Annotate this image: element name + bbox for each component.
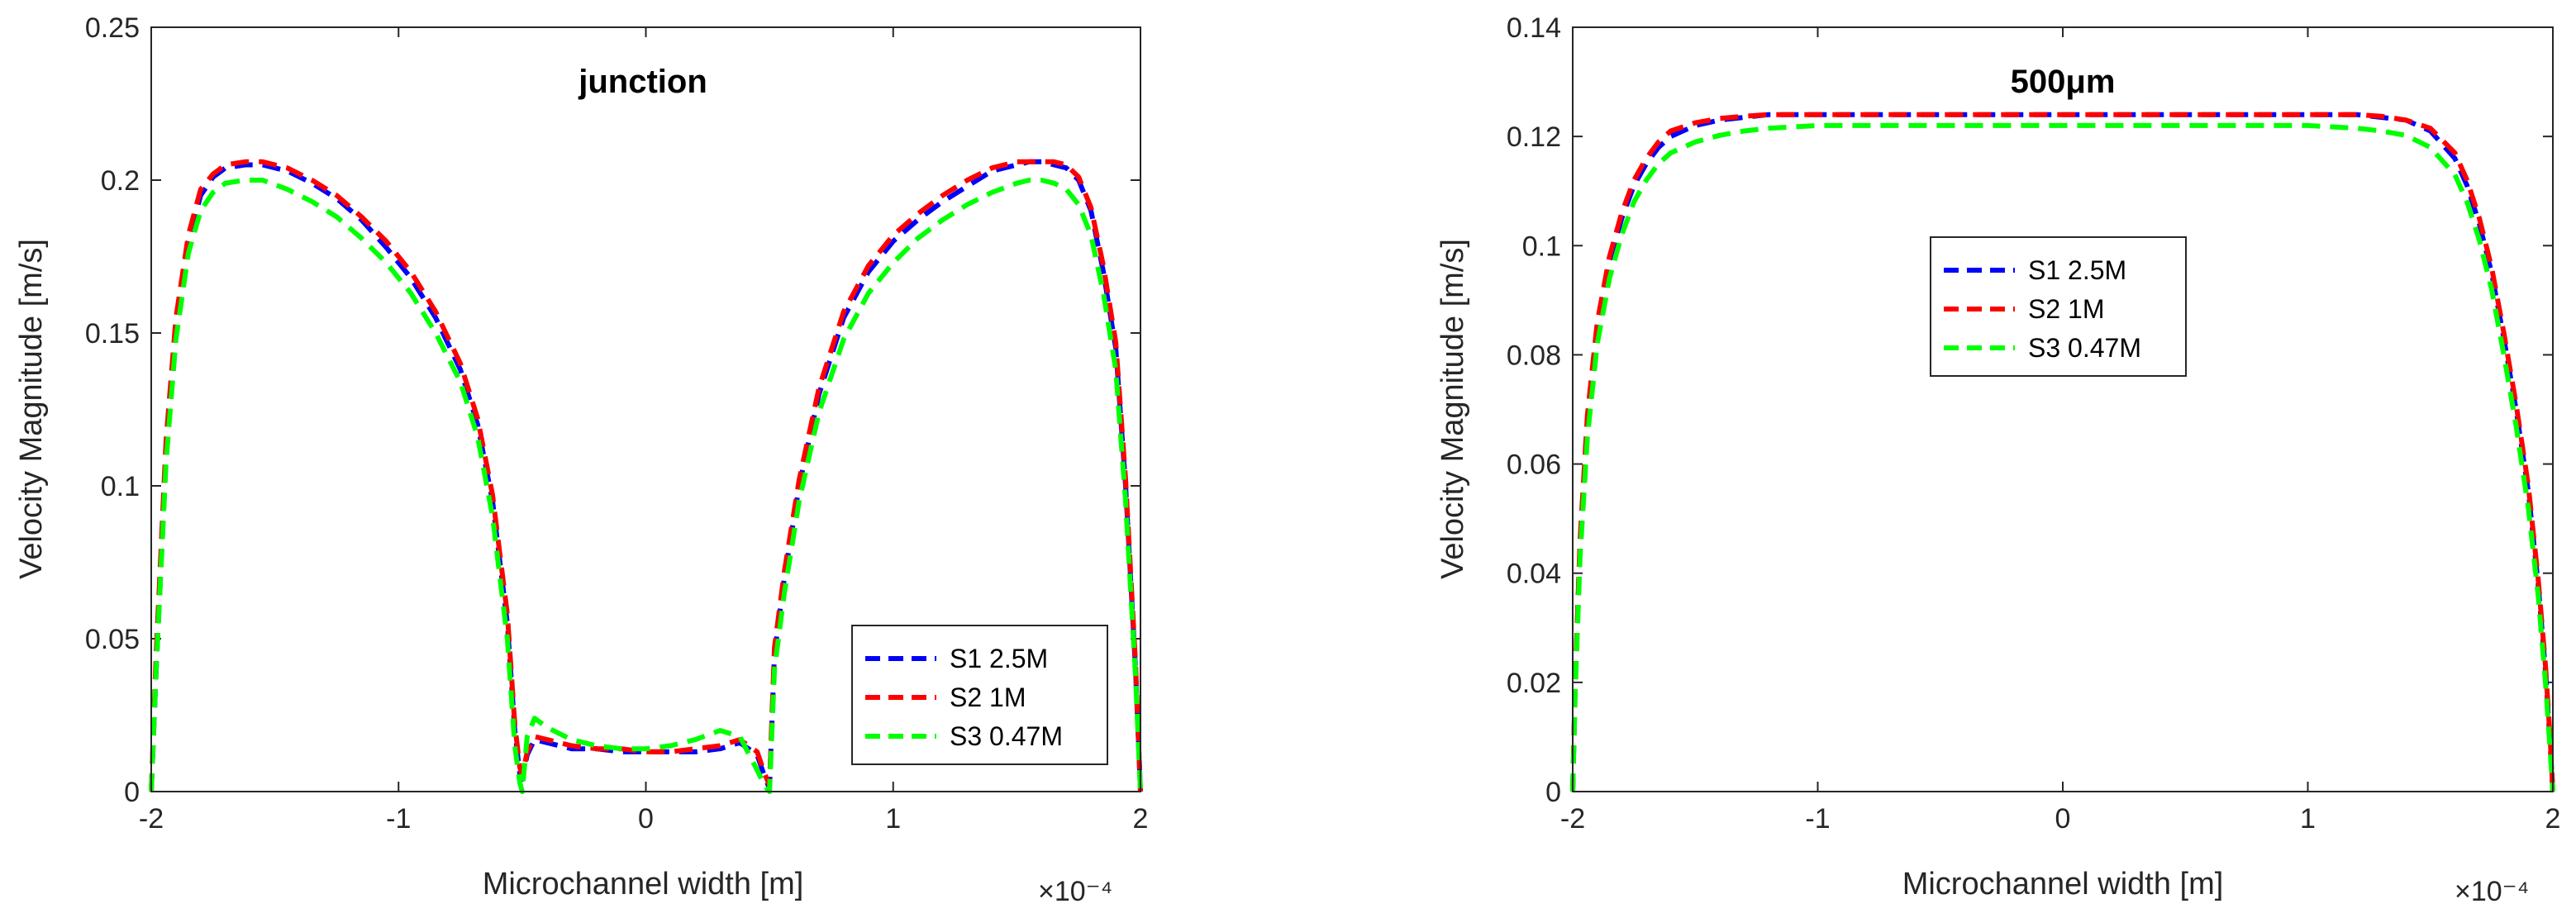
series-lines [1570,112,2555,792]
y-tick-label: 0.02 [1507,668,1561,699]
y-tick-label: 0.25 [85,12,140,44]
y-tick-label: 0.04 [1507,559,1561,590]
x-tick-label: 0 [2055,803,2071,835]
series-line-3 [1570,122,2555,792]
tick-labels: -2 -1 0 1 2 0 0.02 0.04 0.06 0.08 0.1 0.12 0.14 [1507,12,2561,835]
tick-labels: -2 -1 0 1 2 0 0.05 0.1 0.15 0.2 0.25 [85,12,1149,835]
legend-label-1: S1 2.5M [2028,255,2126,285]
legend-label-2: S2 1M [950,683,1026,712]
axes-box [1572,26,2554,792]
y-tick-label: 0.05 [85,624,140,655]
x-axis-label: Microchannel width [m] [1902,867,2224,901]
series-line-2 [149,159,1143,792]
x-tick-label: 1 [2300,803,2316,835]
legend-label-2: S2 1M [2028,294,2104,324]
y-tick-label: 0 [124,777,140,808]
series-line-2 [1570,112,2555,792]
chart-title: junction [578,64,707,100]
x-tick-label: -1 [386,803,411,835]
x-tick-label: 2 [2545,803,2561,835]
y-tick-label: 0.1 [1522,231,1561,262]
x-tick-label: 1 [885,803,901,835]
y-tick-label: 0.08 [1507,340,1561,371]
chart-junction: -2 -1 0 1 2 0 0.05 0.1 0.15 0.2 0.25 junction Micr… [14,12,1148,907]
x-tick-label: -2 [139,803,164,835]
y-tick-label: 0.1 [101,471,140,502]
x-exponent-label: ×10⁻⁴ [2455,876,2529,907]
legend-label-1: S1 2.5M [950,644,1048,673]
y-tick-label: 0.2 [101,165,140,197]
legend: S1 2.5M S2 1M S3 0.47M [851,625,1108,765]
y-tick-label: 0 [1545,777,1561,808]
y-tick-label: 0.15 [85,318,140,350]
x-exponent-label: ×10⁻⁴ [1038,876,1112,907]
x-tick-label: 0 [638,803,654,835]
series-line-3 [149,178,1143,794]
legend-label-3: S3 0.47M [2028,333,2141,363]
x-tick-label: -1 [1805,803,1830,835]
y-axis-label: Velocity Magnitude [m/s] [14,239,49,579]
chart-title: 500μm [2011,64,2116,100]
x-axis-label: Microchannel width [m] [483,867,804,901]
chart-500um: -2 -1 0 1 2 0 0.02 0.04 0.06 0.08 0.1 0.12 0.14 500μ… [1436,12,2560,907]
axes-box [150,26,1141,792]
legend: S1 2.5M S2 1M S3 0.47M [1930,236,2187,377]
legend-label-3: S3 0.47M [950,721,1063,751]
y-axis-label: Velocity Magnitude [m/s] [1436,239,1470,579]
series-lines [149,159,1143,794]
y-tick-label: 0.14 [1507,12,1561,44]
y-tick-label: 0.06 [1507,449,1561,481]
x-tick-label: 2 [1133,803,1149,835]
y-tick-label: 0.12 [1507,121,1561,153]
plot-area [1573,27,2553,792]
x-tick-label: -2 [1560,803,1585,835]
